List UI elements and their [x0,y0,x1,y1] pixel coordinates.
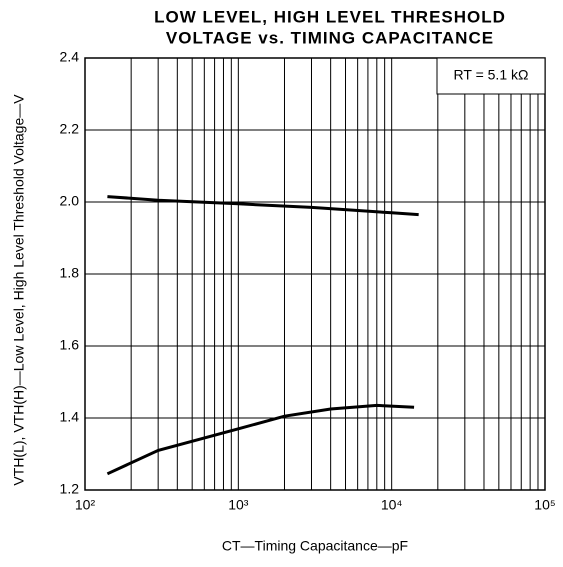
y-tick-label: 1.4 [60,409,80,425]
y-tick-label: 1.6 [60,337,80,353]
annotation: RT = 5.1 kΩ [454,67,529,83]
x-axis-label: CT—Timing Capacitance—pF [222,538,408,554]
chart-title: LOW LEVEL, HIGH LEVEL THRESHOLD [154,7,506,26]
x-tick-label: 10⁵ [534,497,555,513]
y-tick-label: 2.4 [60,49,80,65]
y-tick-label: 1.8 [60,265,80,281]
series-line [107,195,419,217]
annotation-box [436,57,546,95]
y-tick-label: 2.2 [60,121,80,137]
series-line [106,403,415,476]
chart-title: VOLTAGE vs. TIMING CAPACITANCE [166,28,494,47]
y-axis-label: VTH(L), VTH(H)—Low Level, High Level Thr… [11,94,27,486]
x-tick-label: 10³ [228,497,249,513]
x-tick-label: 10² [75,497,96,513]
x-tick-label: 10⁴ [381,497,403,513]
y-tick-label: 2.0 [60,193,80,209]
y-tick-label: 1.2 [60,481,80,497]
plot-frame [84,57,546,491]
